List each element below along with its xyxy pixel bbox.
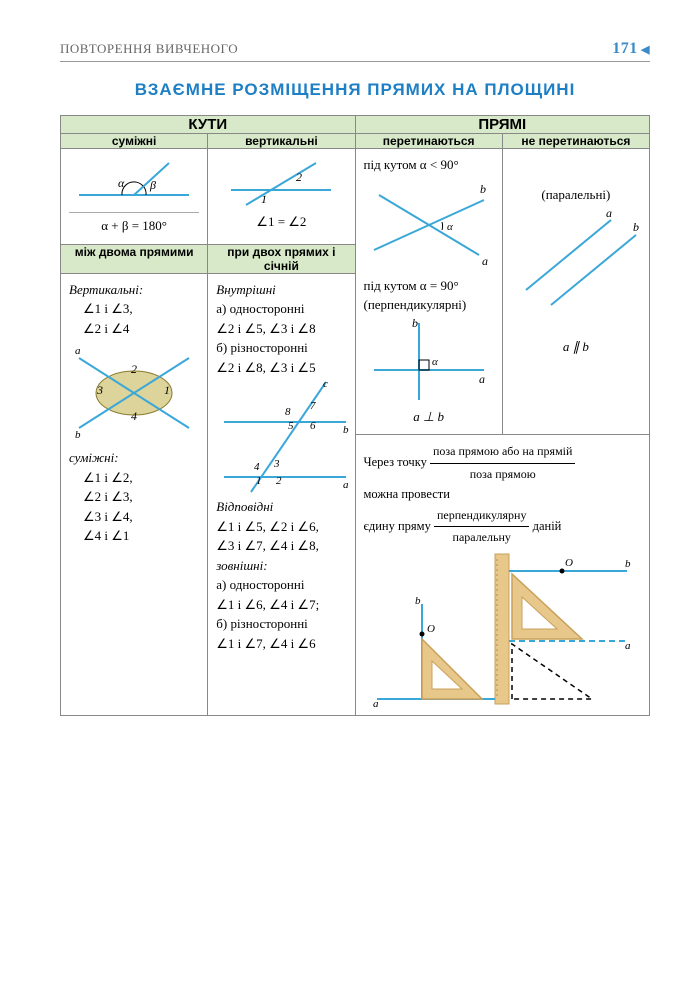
- lines-header: ПРЯМІ: [355, 116, 650, 134]
- svg-text:b: b: [625, 558, 631, 570]
- svg-text:b: b: [75, 429, 81, 441]
- parallel-note: (паралельні): [511, 185, 641, 205]
- perp-diagram: α b a: [364, 315, 494, 405]
- page-number: 171: [612, 40, 650, 58]
- svg-text:O: O: [427, 623, 435, 635]
- sub-vertical: вертикальні: [208, 134, 355, 149]
- vertical-angles-diagram: 1 2: [221, 155, 341, 210]
- svg-text:a: a: [606, 206, 612, 220]
- vertical-diagram-cell: 1 2 ∠1 = ∠2: [208, 149, 354, 240]
- svg-text:b: b: [412, 316, 418, 330]
- svg-text:a: a: [625, 640, 631, 652]
- svg-text:α: α: [447, 221, 453, 233]
- acute-intersect-diagram: α b a: [364, 175, 494, 270]
- svg-text:8: 8: [285, 406, 291, 418]
- svg-text:7: 7: [310, 400, 316, 412]
- angles-header: КУТИ: [61, 116, 356, 134]
- corresp-title: Відповідні: [216, 497, 346, 517]
- parallel-cell: (паралельні) a b a ∥ b: [503, 149, 649, 364]
- svg-text:3: 3: [273, 458, 280, 470]
- parallel-diagram: a b: [511, 205, 641, 315]
- svg-text:a: a: [479, 372, 485, 386]
- transversal-diagram: b a c 7 6 5 8 3 2 1 4: [216, 377, 351, 497]
- theorem-cell: Через точку поза прямою або на прямій по…: [356, 435, 650, 715]
- svg-text:6: 6: [310, 420, 316, 432]
- svg-text:5: 5: [288, 420, 294, 432]
- svg-text:1: 1: [256, 475, 262, 487]
- sub-intersect: перетинаються: [355, 134, 502, 149]
- svg-text:O: O: [565, 557, 573, 569]
- svg-text:4: 4: [131, 409, 137, 423]
- adjacent-diagram-cell: α β α + β = 180°: [61, 149, 207, 244]
- adj-title: суміжні:: [69, 448, 199, 468]
- inner-title: Внутрішні: [216, 280, 346, 300]
- between-cell: Вертикальні: ∠1 і ∠3, ∠2 і ∠4 a b 1 2 3: [61, 274, 207, 552]
- svg-text:2: 2: [131, 362, 137, 376]
- svg-text:2: 2: [296, 170, 302, 184]
- sub-nointersect: не перетинаються: [502, 134, 649, 149]
- svg-text:1: 1: [164, 383, 170, 397]
- svg-text:a: a: [373, 698, 379, 709]
- svg-text:α: α: [432, 356, 438, 368]
- adjacent-formula: α + β = 180°: [69, 212, 199, 236]
- sub-between: між двома прямими: [61, 244, 208, 273]
- section-label: ПОВТОРЕННЯ ВИВЧЕНОГО: [60, 41, 238, 57]
- intersect-cell: під кутом α < 90° α b a під кутом α = 90…: [356, 149, 502, 434]
- transversal-cell: Внутрішні а) односторонні ∠2 і ∠5, ∠3 і …: [208, 274, 354, 660]
- svg-text:a: a: [343, 479, 349, 491]
- svg-text:2: 2: [276, 475, 282, 487]
- adjacent-angles-diagram: α β: [74, 155, 194, 210]
- page-title: ВЗАЄМНЕ РОЗМІЩЕННЯ ПРЯМИХ НА ПЛОЩИНІ: [60, 80, 650, 100]
- running-header: ПОВТОРЕННЯ ВИВЧЕНОГО 171: [60, 40, 650, 62]
- right-label: під кутом α = 90°: [364, 276, 494, 296]
- parallel-symbol: a ∥ b: [511, 337, 641, 357]
- svg-text:b: b: [633, 220, 639, 234]
- vertical-formula: ∠1 = ∠2: [216, 212, 346, 232]
- svg-text:b: b: [415, 595, 421, 607]
- svg-text:a: a: [482, 254, 488, 268]
- sub-transversal: при двох прямих і січній: [208, 244, 355, 273]
- svg-text:α: α: [118, 176, 125, 190]
- perp-note: (перпендикулярні): [364, 295, 494, 315]
- outer-title: зовнішні:: [216, 556, 346, 576]
- acute-label: під кутом α < 90°: [364, 155, 494, 175]
- svg-text:β: β: [149, 178, 156, 192]
- sub-adjacent: суміжні: [61, 134, 208, 149]
- svg-text:b: b: [480, 182, 486, 196]
- svg-text:4: 4: [254, 461, 260, 473]
- svg-text:a: a: [75, 345, 81, 357]
- perp-symbol: a ⊥ b: [364, 407, 494, 427]
- svg-text:1: 1: [261, 192, 267, 206]
- vert-title: Вертикальні:: [69, 280, 199, 300]
- svg-text:c: c: [323, 378, 328, 390]
- set-square-diagram: a b O b: [367, 549, 637, 709]
- svg-text:3: 3: [96, 383, 103, 397]
- svg-text:b: b: [343, 424, 349, 436]
- content-table: КУТИ ПРЯМІ суміжні вертикальні перетинаю…: [60, 115, 650, 716]
- two-lines-ellipse-diagram: a b 1 2 3 4: [69, 338, 199, 448]
